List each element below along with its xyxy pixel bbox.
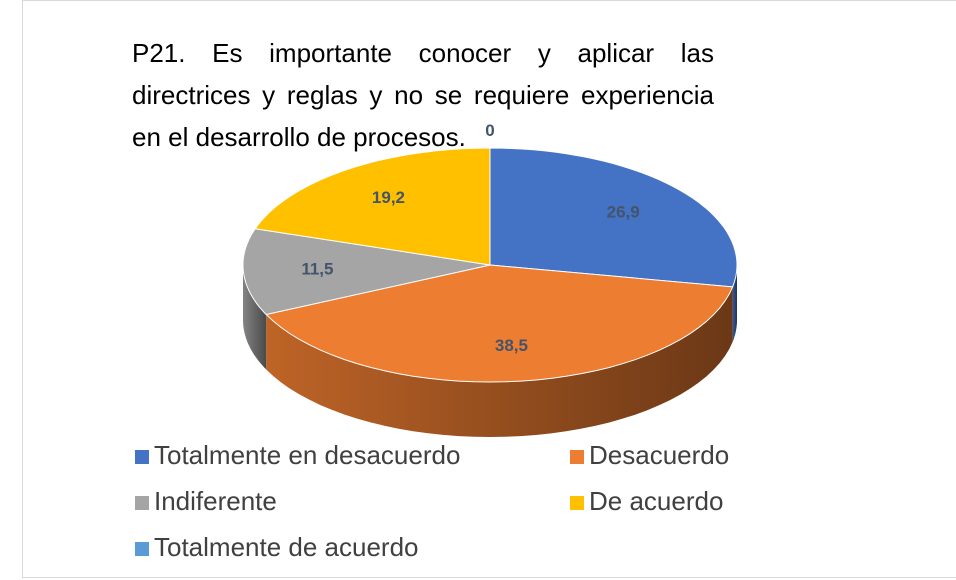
legend-swatch <box>135 496 149 510</box>
legend-label: Desacuerdo <box>589 440 729 470</box>
legend-label: Indiferente <box>154 486 277 516</box>
data-label: 11,5 <box>301 259 333 278</box>
slice <box>489 147 738 288</box>
legend-swatch <box>570 450 584 464</box>
data-label: 0 <box>485 121 494 140</box>
slice <box>242 228 491 316</box>
chart-title: P21. Es importante conocer y aplicar las… <box>132 38 714 152</box>
slice <box>254 147 491 266</box>
legend-swatch <box>570 496 584 510</box>
legend-swatch <box>135 450 149 464</box>
legend-swatch <box>135 542 149 556</box>
chart-frame <box>22 0 956 578</box>
legend-label: Totalmente de acuerdo <box>154 532 419 562</box>
data-label: 26,9 <box>607 202 640 221</box>
slice-side <box>266 286 733 437</box>
slice <box>265 264 734 383</box>
legend-label: Totalmente en desacuerdo <box>154 440 460 470</box>
data-label: 19,2 <box>372 188 405 207</box>
legend-label: De acuerdo <box>589 486 723 516</box>
data-label: 38,5 <box>495 336 528 355</box>
